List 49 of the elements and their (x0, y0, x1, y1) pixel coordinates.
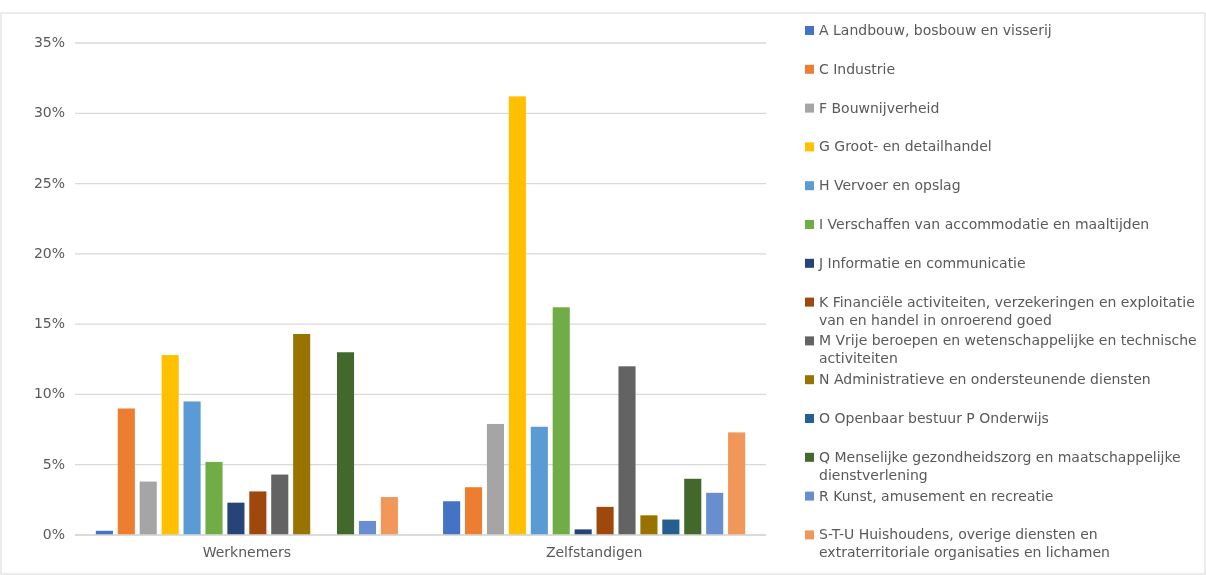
y-tick-label: 10% (33, 385, 65, 402)
legend-label: H Vervoer en opslag (819, 177, 961, 194)
bar (618, 366, 636, 535)
legend-label: O Openbaar bestuur P Onderwijs (819, 410, 1049, 426)
bar (640, 515, 658, 535)
legend-label: I Verschaffen van accommodatie en maaltijden (819, 216, 1150, 232)
legend-label: C Industrie (819, 60, 896, 77)
bar (336, 352, 355, 535)
legend-label: G Groot- en detailhandel (819, 138, 992, 155)
bar (684, 478, 702, 535)
bar (139, 481, 157, 535)
legend-label: N Administratieve en ondersteunende diensten (819, 371, 1151, 388)
bar (227, 502, 245, 535)
bar (728, 432, 746, 535)
bar (271, 474, 289, 535)
bar (662, 519, 680, 535)
legend-label: J Informatie en communicatie (818, 254, 1026, 271)
bar (596, 506, 614, 535)
legend-label: A Landbouw, bosbouw en visserij (819, 22, 1052, 38)
legend-label: S-T-U Huishoudens, overige diensten en extraterritoriale organisaties en lichamen (819, 526, 1110, 561)
legend-label: Q Menselijke gezondheidszorg en maatschappelijke dienstverlening (819, 448, 1181, 483)
y-tick-label: 20% (33, 244, 65, 261)
bar (161, 355, 179, 535)
y-tick-label: 30% (33, 104, 65, 121)
bar (183, 401, 201, 535)
bar (552, 307, 570, 535)
x-tick-label: Werknemers (202, 544, 292, 560)
legend-label: R Kunst, amusement en recreatie (819, 487, 1054, 504)
bar (358, 520, 377, 535)
bar (508, 96, 526, 535)
bar (249, 491, 267, 535)
bar (486, 423, 505, 535)
bar (443, 501, 461, 535)
y-tick-label: 5% (42, 455, 65, 472)
bar (530, 426, 548, 535)
y-tick-label: 0% (42, 526, 65, 542)
x-tick-label: Zelfstandigen (545, 544, 643, 560)
y-tick-label: 35% (33, 34, 65, 50)
y-tick-label: 15% (33, 315, 65, 332)
legend-label: F Bouwnijverheid (819, 99, 940, 116)
bar (464, 487, 483, 535)
bar (205, 461, 223, 535)
legend-label: M Vrije beroepen en wetenschappelijke en technische activiteiten (819, 332, 1197, 367)
y-tick-label: 25% (33, 174, 65, 191)
bar (117, 408, 135, 535)
bar (706, 492, 724, 535)
legend-label: K Financiële activiteiten, verzekeringen en exploitatie van en handel in onroerend goed (819, 293, 1195, 328)
bar (293, 333, 311, 535)
bar (380, 497, 398, 535)
